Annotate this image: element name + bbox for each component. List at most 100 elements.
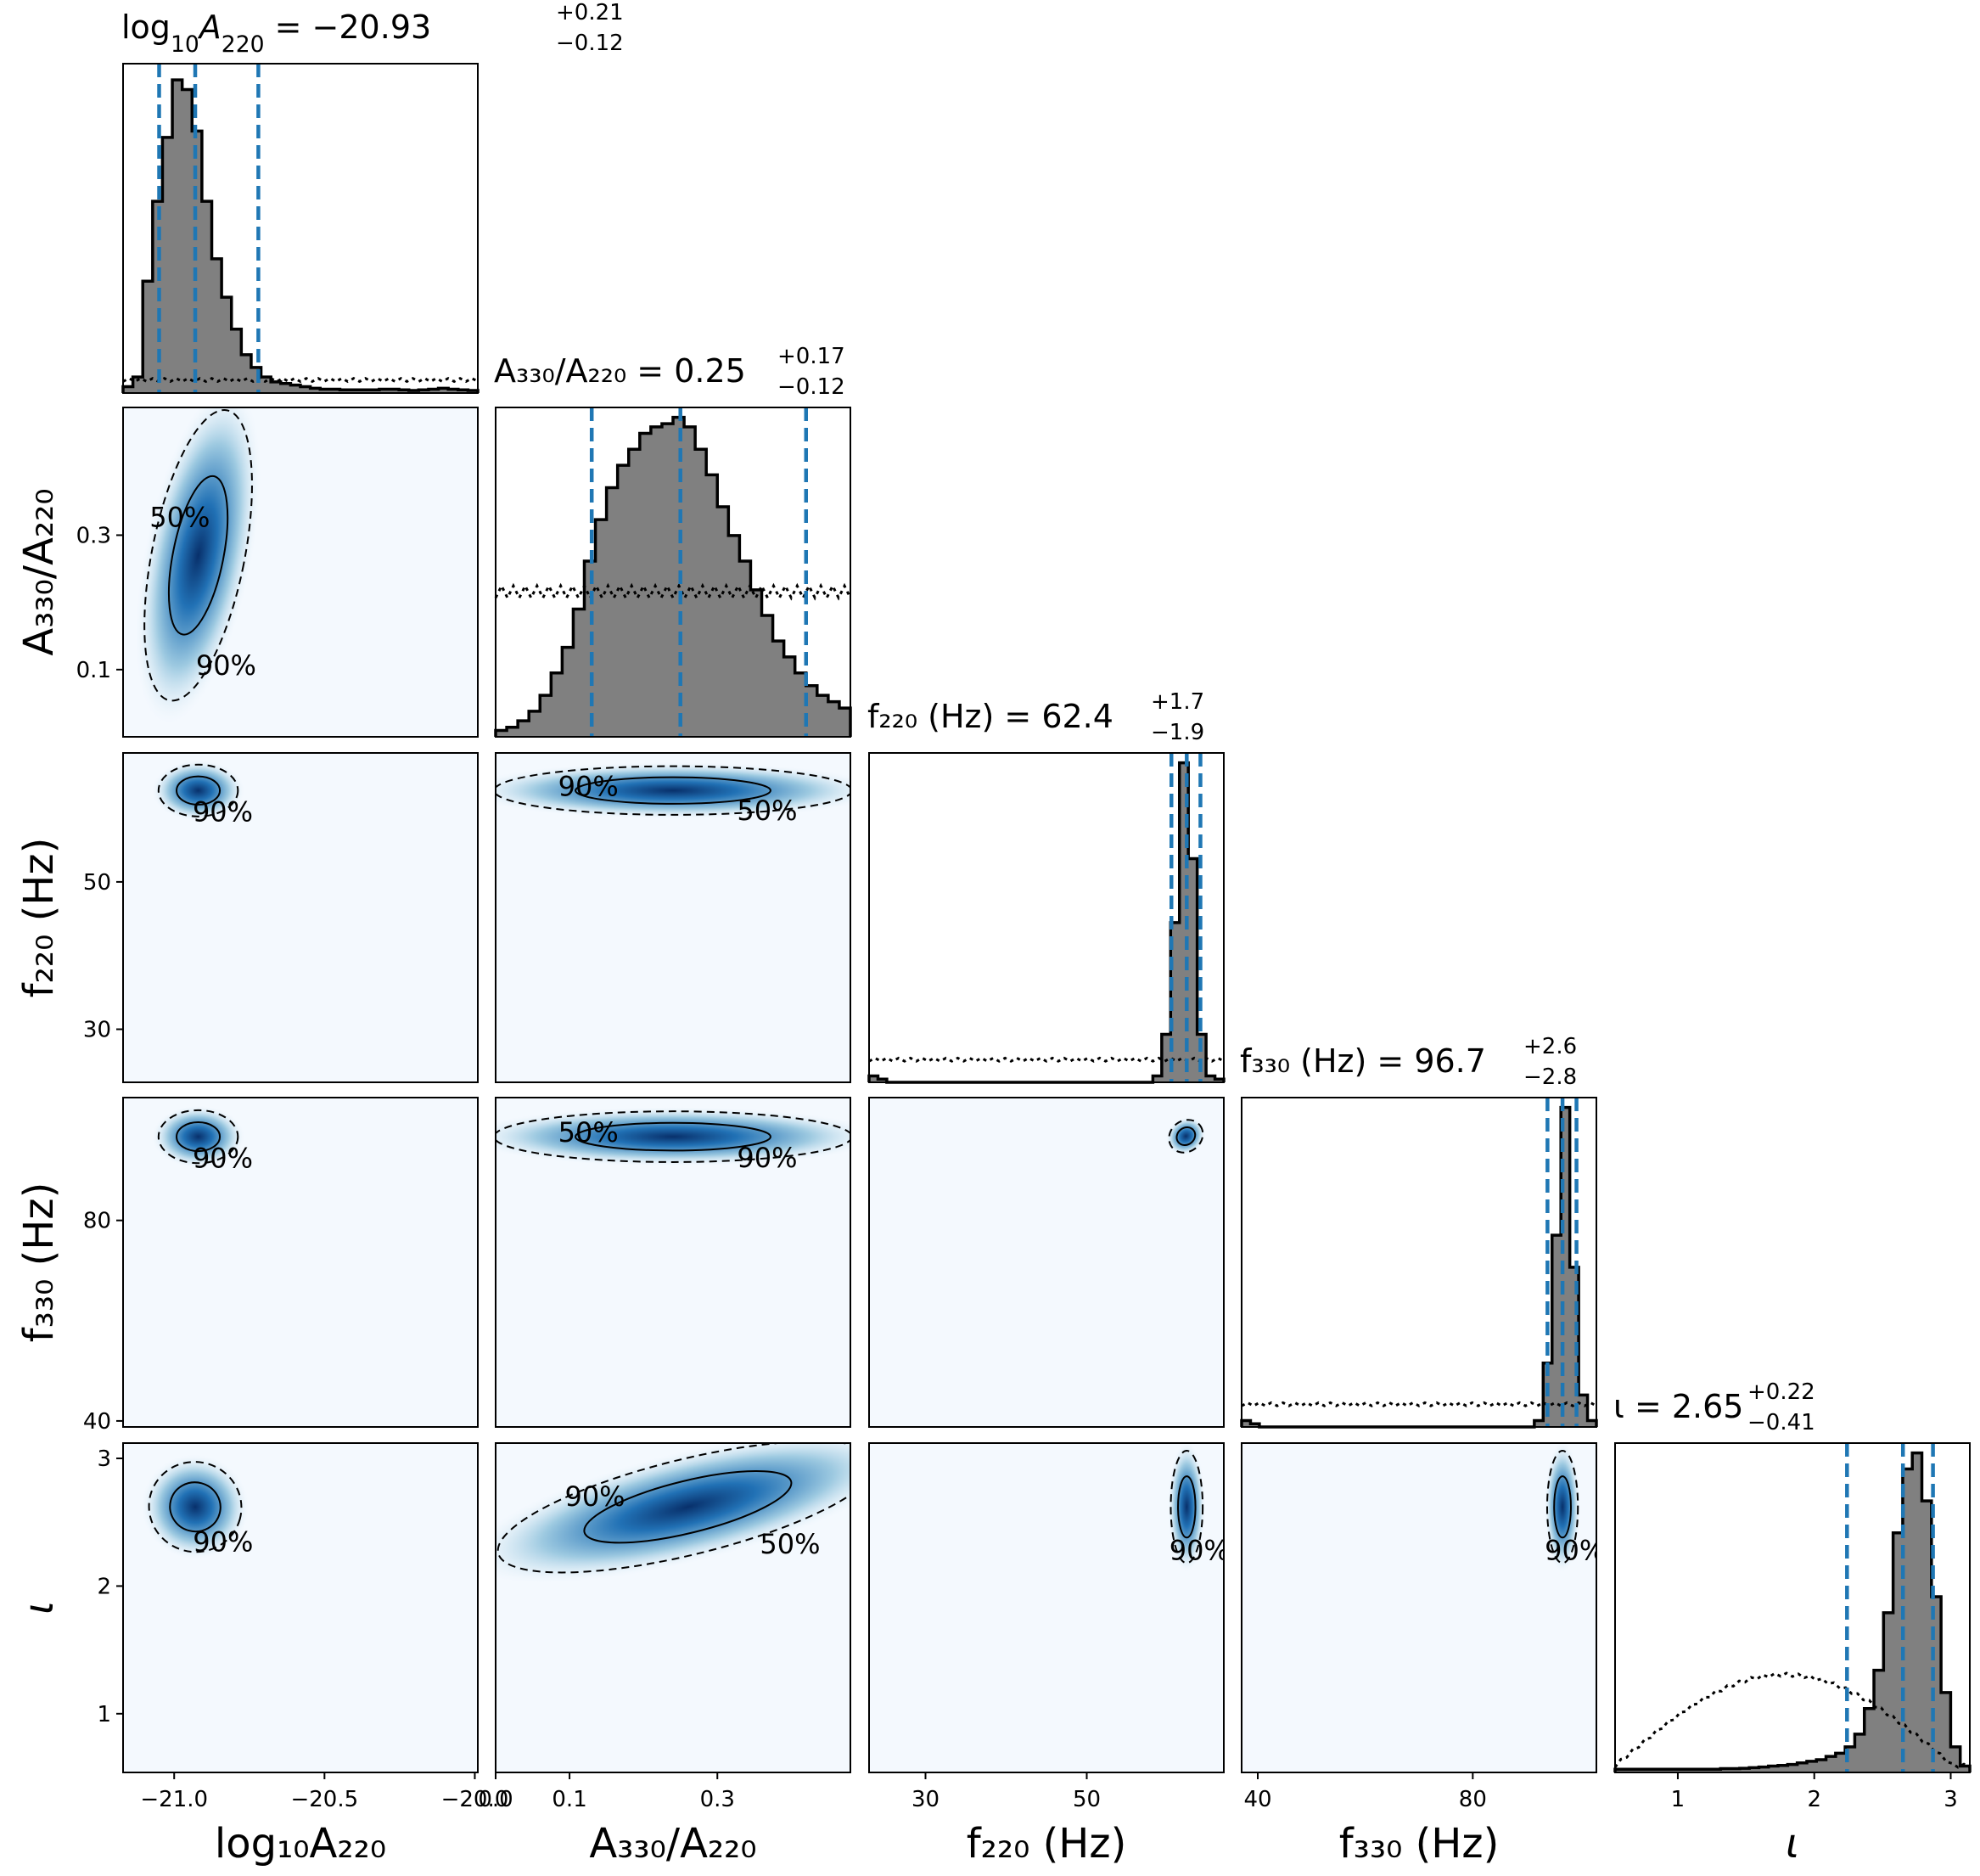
x-tick-label: 50 xyxy=(1073,1787,1101,1812)
panel-frame xyxy=(122,63,479,394)
y-axis-label-f330: f₃₃₀ (Hz) xyxy=(15,1182,63,1343)
x-tick-label: 1 xyxy=(1671,1787,1686,1812)
density-blob xyxy=(140,1453,250,1560)
panel-frame xyxy=(868,752,1225,1083)
x-tick-label: −20.0 xyxy=(441,1787,509,1812)
panel-frame xyxy=(495,752,851,1083)
x-tick-label: 0.3 xyxy=(700,1787,735,1812)
contour-90 xyxy=(1545,1450,1579,1564)
density-panel-f220-vs-logA: 90% xyxy=(122,752,479,1083)
y-tick-label: 1 xyxy=(97,1702,111,1727)
contour-50 xyxy=(583,1470,793,1544)
title-sup: +0.21 xyxy=(556,0,624,25)
panel-frame xyxy=(122,407,479,738)
title-f220: f₂₂₀ (Hz) = 62.4 xyxy=(867,698,1113,735)
y-tick-label: 3 xyxy=(97,1446,111,1472)
x-tick-label: 30 xyxy=(911,1787,940,1812)
prior-curve xyxy=(122,376,479,384)
y-tick-label: 40 xyxy=(83,1409,111,1435)
histogram-outline xyxy=(1240,1105,1598,1429)
contour-label: 90% xyxy=(737,1142,797,1174)
density-contours: 90% 50% xyxy=(496,1106,850,1174)
y-tick-label: 0.3 xyxy=(76,523,111,548)
density-contours: 90% xyxy=(151,1105,253,1175)
contour-50 xyxy=(1553,1475,1572,1539)
prior-curve xyxy=(494,582,852,601)
density-contours: 90% xyxy=(1544,1443,1596,1574)
density-contours: 50% 90% xyxy=(496,1443,850,1585)
histogram-outline xyxy=(494,415,852,737)
prior-curve xyxy=(868,1056,1225,1063)
density-panel-iota-vs-f220: 90% xyxy=(868,1442,1225,1773)
title-sub: −1.9 xyxy=(1151,720,1204,745)
density-blob xyxy=(1168,1443,1206,1574)
title-sub: −0.12 xyxy=(556,31,624,56)
density-panel-iota-vs-ratio: 50% 90% xyxy=(495,1442,851,1773)
title-ratio: A₃₃₀/A₂₂₀ = 0.25 xyxy=(494,352,746,390)
contour-label: 90% xyxy=(564,1480,625,1513)
contour-50 xyxy=(169,1481,222,1533)
density-panel-f330-vs-ratio: 90% 50% xyxy=(495,1097,851,1428)
density-contours: 50% 90% xyxy=(496,761,850,827)
title-sub: −2.8 xyxy=(1523,1064,1577,1090)
contour-label: 50% xyxy=(760,1528,820,1560)
density-blob xyxy=(496,1106,850,1167)
x-tick-label: 0.0 xyxy=(478,1787,513,1812)
x-tick-label: 0.1 xyxy=(552,1787,586,1812)
panel-frame xyxy=(868,1442,1225,1773)
contour-50 xyxy=(167,475,229,636)
contour-label: 90% xyxy=(193,795,253,828)
x-axis-label-f330: f₃₃₀ (Hz) xyxy=(1339,1820,1500,1868)
title-f330: f₃₃₀ (Hz) = 96.7 xyxy=(1240,1042,1486,1080)
contour-label: 90% xyxy=(193,1526,253,1559)
y-tick-label: 30 xyxy=(83,1018,111,1043)
y-tick-label: 0.1 xyxy=(76,658,111,683)
contour-50 xyxy=(176,1121,222,1153)
x-tick-label: −21.0 xyxy=(140,1787,208,1812)
prior-curve xyxy=(1241,1401,1597,1407)
panel-background xyxy=(1242,1443,1596,1772)
panel-frame xyxy=(122,1097,479,1428)
density-blob xyxy=(496,761,850,820)
title-sup: +1.7 xyxy=(1151,689,1204,715)
x-axis-label-ratio: A₃₃₀/A₂₂₀ xyxy=(589,1820,756,1868)
histogram-fill xyxy=(123,80,478,393)
panel-frame xyxy=(1614,1442,1971,1773)
contour-90 xyxy=(143,409,253,702)
contour-label: 50% xyxy=(737,795,797,827)
histogram-f220: f₂₂₀ (Hz) = 62.4 +1.7 −1.9 xyxy=(867,689,1226,1084)
title-iota: ι = 2.65 xyxy=(1613,1388,1743,1425)
contour-90 xyxy=(157,763,239,817)
density-panel-f220-vs-ratio: 50% 90% xyxy=(495,752,851,1083)
y-axis-label-f220: f₂₂₀ (Hz) xyxy=(15,838,63,998)
panel-frame xyxy=(868,1097,1225,1428)
contour-50 xyxy=(575,1121,771,1152)
panel-background xyxy=(869,1098,1224,1427)
density-blob xyxy=(151,760,245,822)
density-blob xyxy=(1165,1116,1206,1156)
density-contours: 90% 50% xyxy=(134,407,262,727)
density-contours: 90% xyxy=(1168,1443,1224,1574)
x-tick-label: 3 xyxy=(1944,1787,1958,1812)
contour-50 xyxy=(1175,1126,1197,1146)
contour-label: 90% xyxy=(193,1143,253,1175)
density-blob xyxy=(1544,1443,1581,1574)
histogram-iota: ι = 2.65 +0.22 −0.41 xyxy=(1613,1379,1972,1773)
title-sub: −0.12 xyxy=(777,374,845,400)
histogram-f330: f₃₃₀ (Hz) = 96.7 +2.6 −2.8 xyxy=(1240,1034,1598,1429)
y-tick-label: 80 xyxy=(83,1209,111,1234)
histogram-outline xyxy=(1613,1451,1972,1772)
panel-background xyxy=(869,1443,1224,1772)
contour-50 xyxy=(1177,1475,1197,1539)
contour-50 xyxy=(575,776,771,805)
x-tick-label: −20.5 xyxy=(290,1787,358,1812)
contour-90 xyxy=(1168,1119,1204,1154)
y-axis-label-ratio: A₃₃₀/A₂₂₀ xyxy=(15,488,63,655)
contour-90 xyxy=(148,1461,243,1553)
density-panel-iota-vs-logA: 90% xyxy=(122,1442,479,1773)
contour-label: 90% xyxy=(558,770,619,802)
title-sub: −0.41 xyxy=(1747,1410,1815,1435)
contour-90 xyxy=(1169,1450,1204,1564)
